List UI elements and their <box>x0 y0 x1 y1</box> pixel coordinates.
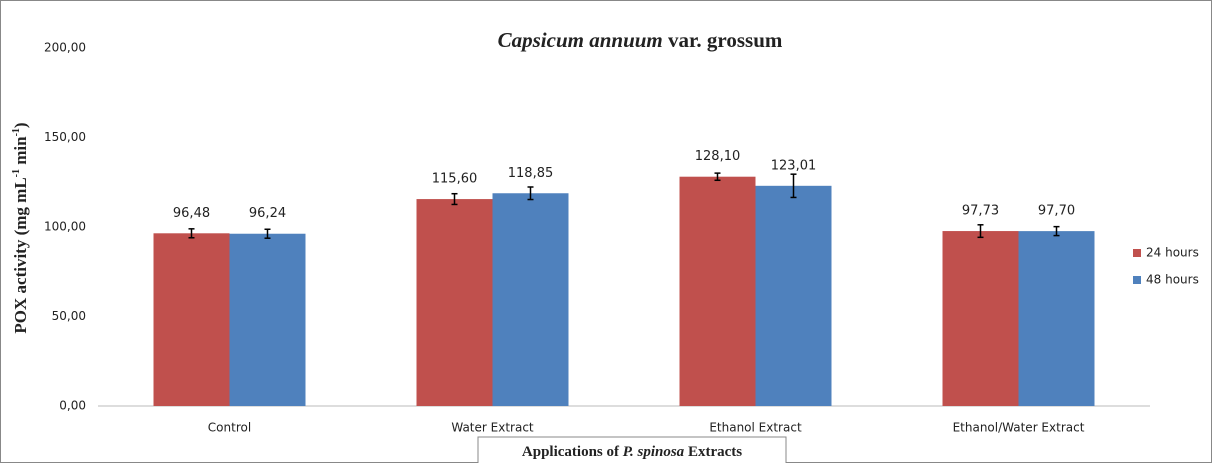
y-tick-label: 150,00 <box>44 130 86 144</box>
y-tick-label: 200,00 <box>44 41 86 55</box>
x-tick-label: Control <box>208 421 251 435</box>
value-label: 115,60 <box>432 172 478 187</box>
bar <box>416 199 493 406</box>
x-label-part: Applications of <box>522 444 623 460</box>
bar <box>1018 231 1095 406</box>
legend-swatch <box>1133 249 1141 257</box>
legend-label: 48 hours <box>1146 273 1199 287</box>
x-tick-label: Ethanol Extract <box>709 421 802 435</box>
title-italic: Capsicum annuum <box>498 28 663 52</box>
bar <box>942 231 1019 406</box>
value-label: 128,10 <box>695 149 741 164</box>
x-label-italic: P. spinosa <box>623 444 685 460</box>
x-tick-label: Ethanol/Water Extract <box>953 421 1085 435</box>
y-label-part: ) <box>11 122 30 128</box>
value-label: 96,24 <box>249 206 286 221</box>
legend-label: 24 hours <box>1146 246 1199 260</box>
y-label-part: min <box>11 136 30 169</box>
x-tick-label: Water Extract <box>451 421 534 435</box>
error-bar <box>977 224 984 239</box>
error-bar <box>451 192 458 206</box>
error-bar <box>527 186 534 201</box>
y-label-sup: -1 <box>11 128 22 136</box>
y-tick-label: 100,00 <box>44 220 86 234</box>
y-label-part: POX activity (mg mL <box>11 177 30 333</box>
bar <box>492 193 569 406</box>
error-bar <box>790 173 797 199</box>
value-label: 96,48 <box>173 206 210 221</box>
bar <box>229 233 306 406</box>
error-bar <box>1053 225 1060 237</box>
bar <box>153 233 230 406</box>
y-tick-label: 0,00 <box>59 399 86 413</box>
error-bar <box>264 228 271 239</box>
value-label: 97,70 <box>1038 204 1075 219</box>
x-label-part: Extracts <box>684 444 742 460</box>
error-bar <box>714 172 721 182</box>
x-axis-label: Applications of P. spinosa Extracts <box>522 444 742 460</box>
legend-swatch <box>1133 276 1141 284</box>
y-label-sup: -1 <box>11 169 22 177</box>
bar <box>679 176 756 406</box>
y-axis-label: POX activity (mg mL-1 min-1) <box>11 122 30 333</box>
error-bar <box>188 228 195 239</box>
chart-title: Capsicum annuum var. grossum <box>498 28 783 52</box>
value-label: 123,01 <box>771 158 817 173</box>
bar <box>755 185 832 406</box>
y-tick-label: 50,00 <box>52 309 86 323</box>
x-label-box <box>477 436 787 463</box>
value-label: 97,73 <box>962 204 999 219</box>
value-label: 118,85 <box>508 166 554 181</box>
title-rest: var. grossum <box>663 28 783 52</box>
